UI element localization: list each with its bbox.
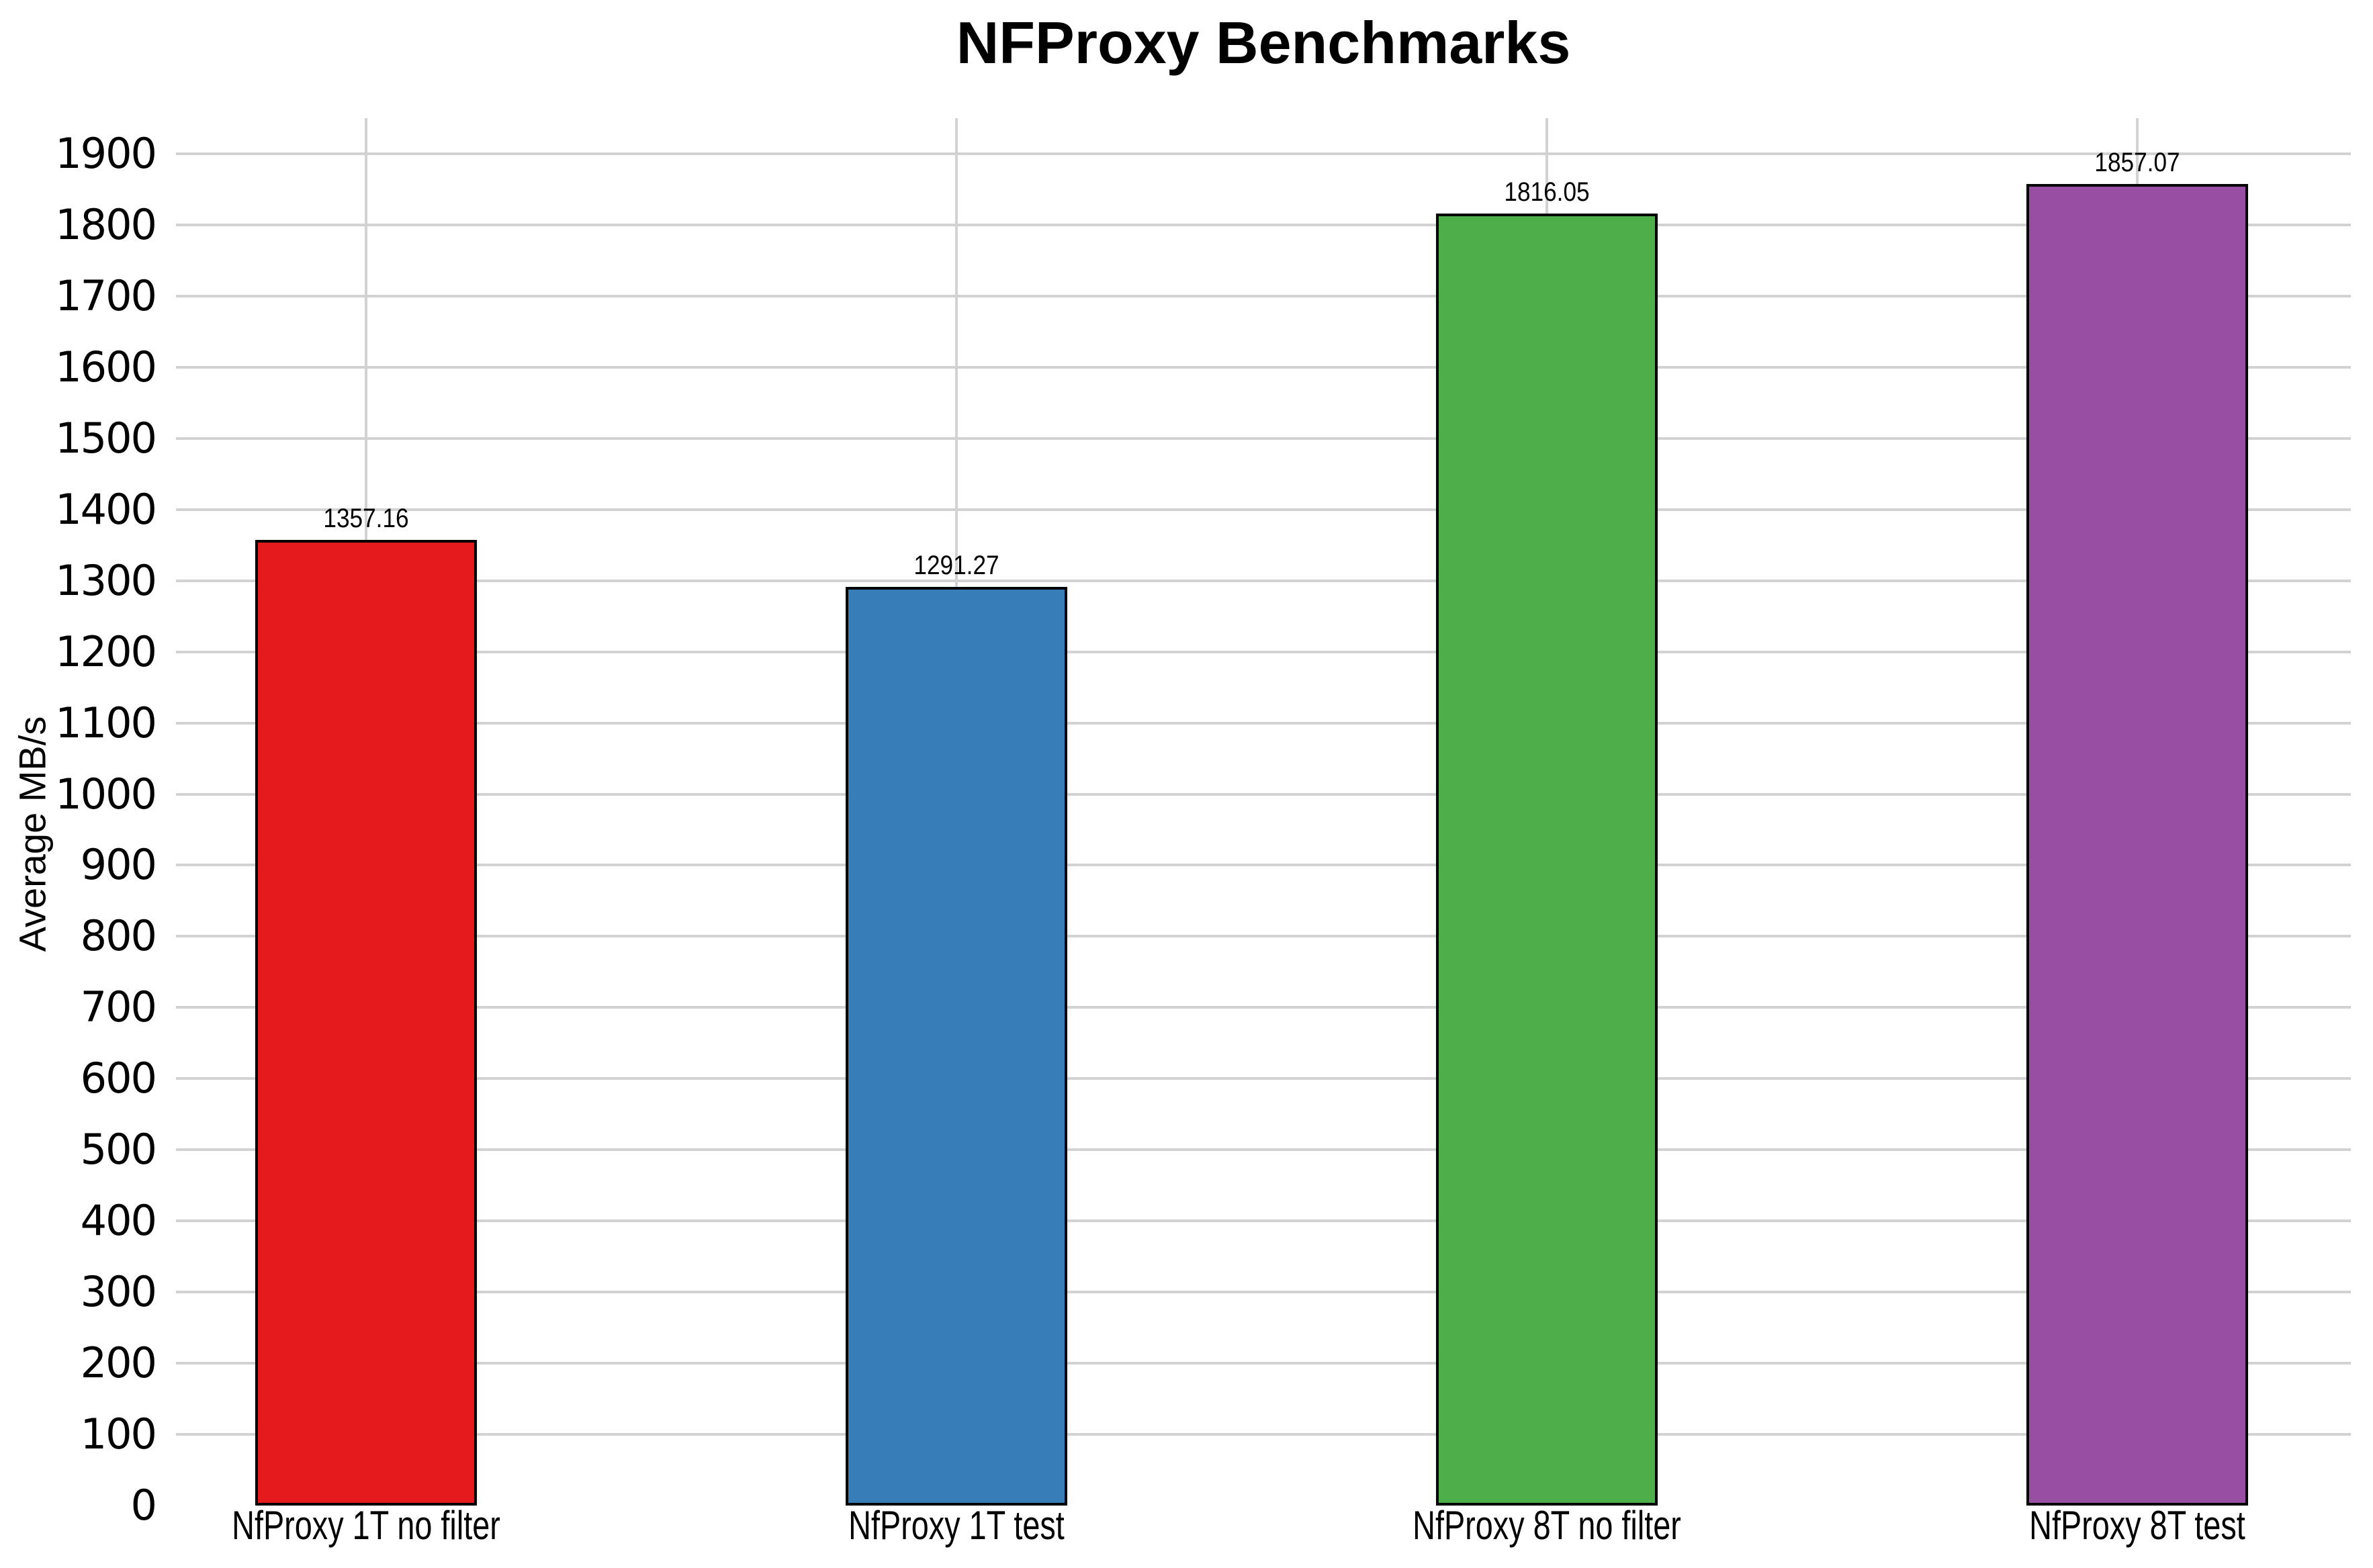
bar: [2026, 184, 2248, 1506]
h-gridline: [176, 864, 2351, 867]
h-gridline: [176, 223, 2351, 226]
y-tick-label: 900: [80, 840, 157, 890]
bar-value-label: 1357.16: [323, 504, 409, 534]
y-tick-label: 1900: [55, 128, 157, 178]
h-gridline: [176, 1006, 2351, 1009]
x-tick-label: NfProxy 8T no filter: [1413, 1503, 1681, 1548]
h-gridline: [176, 650, 2351, 653]
y-tick-label: 1600: [55, 342, 157, 391]
bar-value-label: 1857.07: [2094, 148, 2180, 178]
bar: [1436, 213, 1658, 1506]
y-tick-label: 1400: [55, 484, 157, 534]
h-gridline: [176, 152, 2351, 155]
y-tick-label: 600: [80, 1054, 157, 1103]
bar: [255, 540, 477, 1506]
y-tick-label: 1300: [55, 555, 157, 605]
h-gridline: [176, 436, 2351, 440]
y-tick-label: 1800: [55, 199, 157, 249]
h-gridline: [176, 721, 2351, 725]
y-tick-label: 1100: [55, 698, 157, 747]
h-gridline: [176, 579, 2351, 582]
bar: [846, 586, 1067, 1506]
y-tick-label: 500: [80, 1125, 157, 1174]
h-gridline: [176, 508, 2351, 511]
y-tick-label: 0: [130, 1481, 157, 1530]
h-gridline: [176, 792, 2351, 796]
h-gridline: [176, 1148, 2351, 1152]
y-tick-label: 1500: [55, 413, 157, 463]
x-tick-label: NfProxy 1T test: [848, 1503, 1065, 1548]
y-tick-label: 800: [80, 911, 157, 961]
y-tick-label: 1200: [55, 627, 157, 676]
y-tick-label: 1000: [55, 769, 157, 819]
x-tick-label: NfProxy 8T test: [2029, 1503, 2245, 1548]
h-gridline: [176, 1433, 2351, 1436]
h-gridline: [176, 1077, 2351, 1080]
y-tick-label: 200: [80, 1338, 157, 1388]
bar-value-label: 1816.05: [1504, 177, 1590, 207]
h-gridline: [176, 1362, 2351, 1365]
x-tick-label: NfProxy 1T no filter: [232, 1503, 500, 1548]
h-gridline: [176, 1291, 2351, 1294]
h-gridline: [176, 1219, 2351, 1223]
h-gridline: [176, 365, 2351, 369]
bar-value-label: 1291.27: [913, 550, 999, 580]
h-gridline: [176, 935, 2351, 938]
chart-title: NFProxy Benchmarks: [956, 9, 1571, 76]
y-tick-label: 300: [80, 1267, 157, 1317]
y-tick-label: 100: [80, 1410, 157, 1459]
h-gridline: [176, 294, 2351, 297]
y-tick-label: 1700: [55, 271, 157, 320]
y-tick-label: 700: [80, 982, 157, 1032]
y-tick-label: 400: [80, 1196, 157, 1246]
